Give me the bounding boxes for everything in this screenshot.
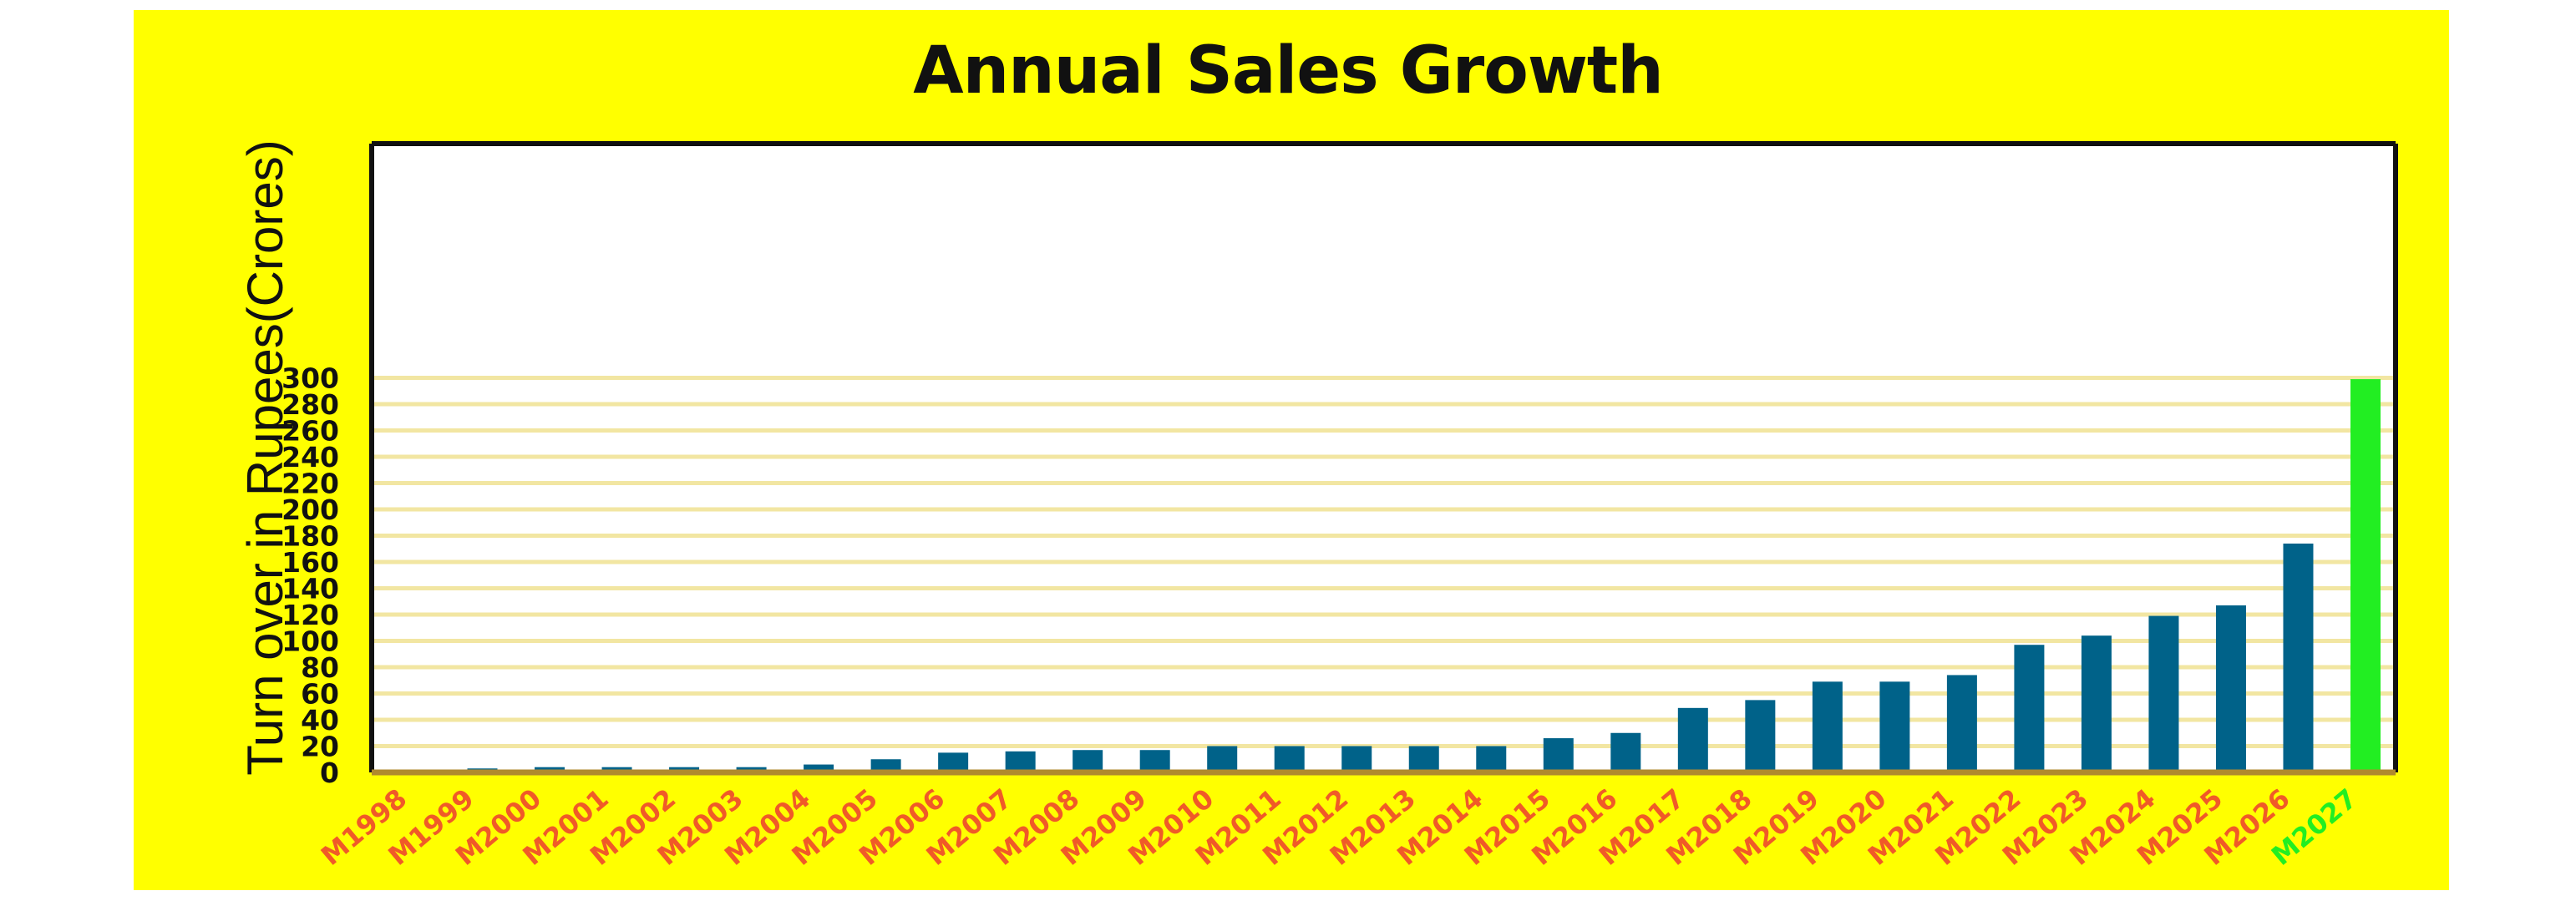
y-tick-label: 20 <box>301 731 339 763</box>
bar-m2026 <box>2283 543 2314 772</box>
y-axis-label: Turn over in Rupees(Crores) <box>237 139 293 775</box>
y-tick-label: 300 <box>281 362 339 395</box>
bar-m2004 <box>804 764 834 772</box>
bar-m2021 <box>1946 675 1977 772</box>
bar-m2012 <box>1341 746 1372 772</box>
bar-m2007 <box>1005 751 1036 772</box>
y-tick-label: 120 <box>281 599 339 631</box>
bar-m2016 <box>1610 732 1641 772</box>
bar-m2024 <box>2148 615 2179 772</box>
bar-m2022 <box>2014 645 2045 772</box>
y-tick-label: 100 <box>281 625 339 658</box>
bar-m2019 <box>1812 681 1843 772</box>
bar-m2011 <box>1274 746 1305 772</box>
y-tick-label: 60 <box>301 678 339 711</box>
y-tick-label: 260 <box>281 415 339 448</box>
y-tick-label: 220 <box>281 468 339 500</box>
bar-m2014 <box>1476 746 1507 772</box>
bar-m2010 <box>1207 746 1238 772</box>
y-tick-label: 200 <box>281 494 339 526</box>
y-tick-label: 180 <box>281 520 339 553</box>
bar-m2017 <box>1677 707 1708 772</box>
bar-m2025 <box>2215 605 2246 772</box>
y-tick-label: 160 <box>281 546 339 579</box>
bar-m2027 <box>2350 379 2381 772</box>
y-tick-label: 140 <box>281 573 339 605</box>
bar-m2023 <box>2081 635 2112 772</box>
y-tick-label: 80 <box>301 651 339 684</box>
bar-m2018 <box>1745 700 1776 772</box>
bar-m2009 <box>1139 750 1170 772</box>
bar-m2013 <box>1408 746 1439 772</box>
bar-m2020 <box>1879 681 1910 772</box>
bar-m2005 <box>870 759 901 772</box>
bar-m2015 <box>1543 738 1574 772</box>
plot-area: 0204060801001201401601802002202402602803… <box>237 139 2398 872</box>
y-tick-label: 40 <box>301 704 339 736</box>
y-tick-label: 280 <box>281 388 339 421</box>
y-tick-label: 240 <box>281 441 339 473</box>
y-tick-label: 0 <box>320 757 339 789</box>
chart-title: Annual Sales Growth <box>913 33 1663 109</box>
bar-m2008 <box>1072 750 1103 772</box>
bar-m2006 <box>938 752 969 772</box>
